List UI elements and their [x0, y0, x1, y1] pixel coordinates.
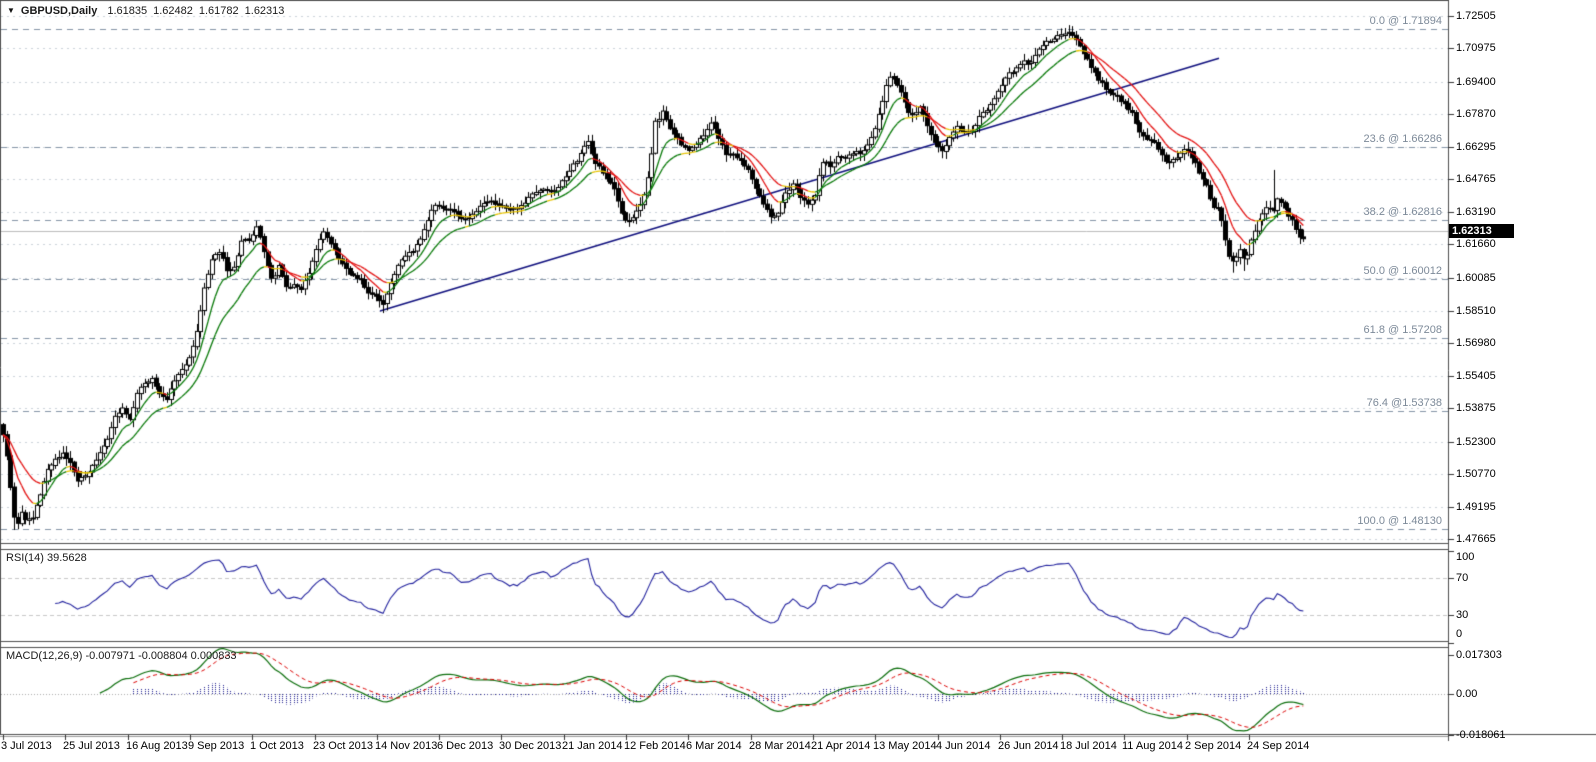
current-price-tag: 1.62313 — [1449, 223, 1514, 238]
